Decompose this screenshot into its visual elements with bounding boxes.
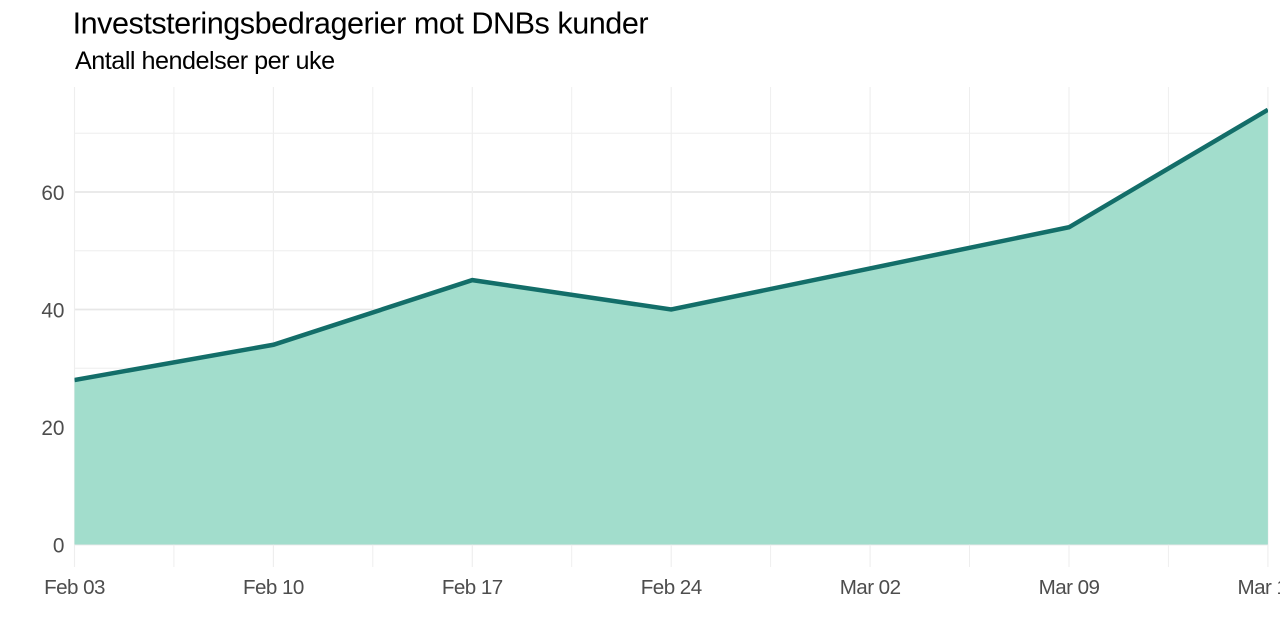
svg-text:40: 40 (41, 299, 64, 322)
svg-text:Mar 16: Mar 16 (1238, 576, 1280, 599)
svg-text:Feb 24: Feb 24 (641, 576, 702, 599)
svg-text:Antall hendelser per uke: Antall hendelser per uke (75, 47, 335, 75)
svg-text:Investsteringsbedragerier mot: Investsteringsbedragerier mot DNBs kunde… (73, 6, 649, 40)
svg-text:Mar 02: Mar 02 (840, 576, 901, 599)
svg-text:Feb 10: Feb 10 (243, 576, 304, 599)
svg-text:Feb 17: Feb 17 (442, 576, 503, 599)
svg-text:20: 20 (41, 417, 64, 440)
svg-text:Mar 09: Mar 09 (1039, 576, 1100, 599)
svg-text:60: 60 (41, 182, 64, 205)
svg-text:0: 0 (53, 534, 65, 557)
svg-text:Feb 03: Feb 03 (44, 576, 105, 599)
